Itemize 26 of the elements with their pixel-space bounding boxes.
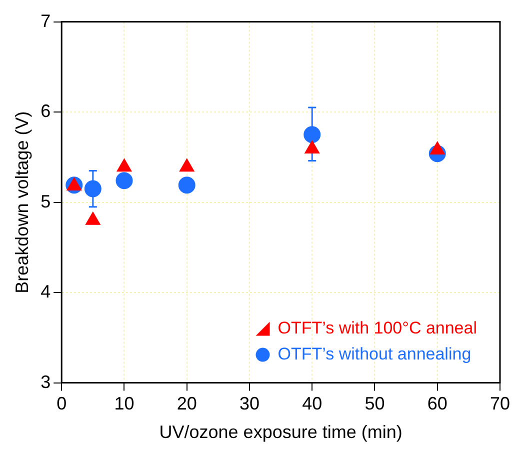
x-tick-label: 70 — [490, 394, 510, 414]
x-tick-label: 0 — [56, 394, 67, 414]
legend-label: OTFT’s without annealing — [278, 344, 472, 364]
y-tick-label: 4 — [40, 282, 51, 302]
y-axis-title: Breakdown voltage (V) — [12, 111, 32, 294]
point — [116, 172, 133, 190]
x-axis-title: UV/ozone exposure time (min) — [159, 422, 402, 442]
y-tick-label: 6 — [40, 101, 51, 122]
x-tick-label: 50 — [364, 394, 385, 414]
y-tick-label: 7 — [40, 10, 51, 31]
y-tick-label: 5 — [40, 191, 51, 212]
x-tick-label: 10 — [114, 394, 134, 414]
y-tick-label: 3 — [40, 372, 51, 392]
x-tick-label: 30 — [239, 394, 260, 414]
point — [66, 178, 82, 191]
point — [179, 158, 194, 172]
point — [116, 158, 132, 172]
point — [304, 140, 320, 154]
legend-label: OTFT’s with 100°C anneal — [278, 318, 478, 338]
point — [85, 212, 100, 225]
x-tick-label: 20 — [176, 394, 197, 414]
point — [304, 126, 321, 144]
x-tick-label: 60 — [427, 394, 448, 414]
point — [178, 176, 196, 194]
point — [84, 180, 102, 198]
x-tick-label: 40 — [302, 394, 322, 414]
